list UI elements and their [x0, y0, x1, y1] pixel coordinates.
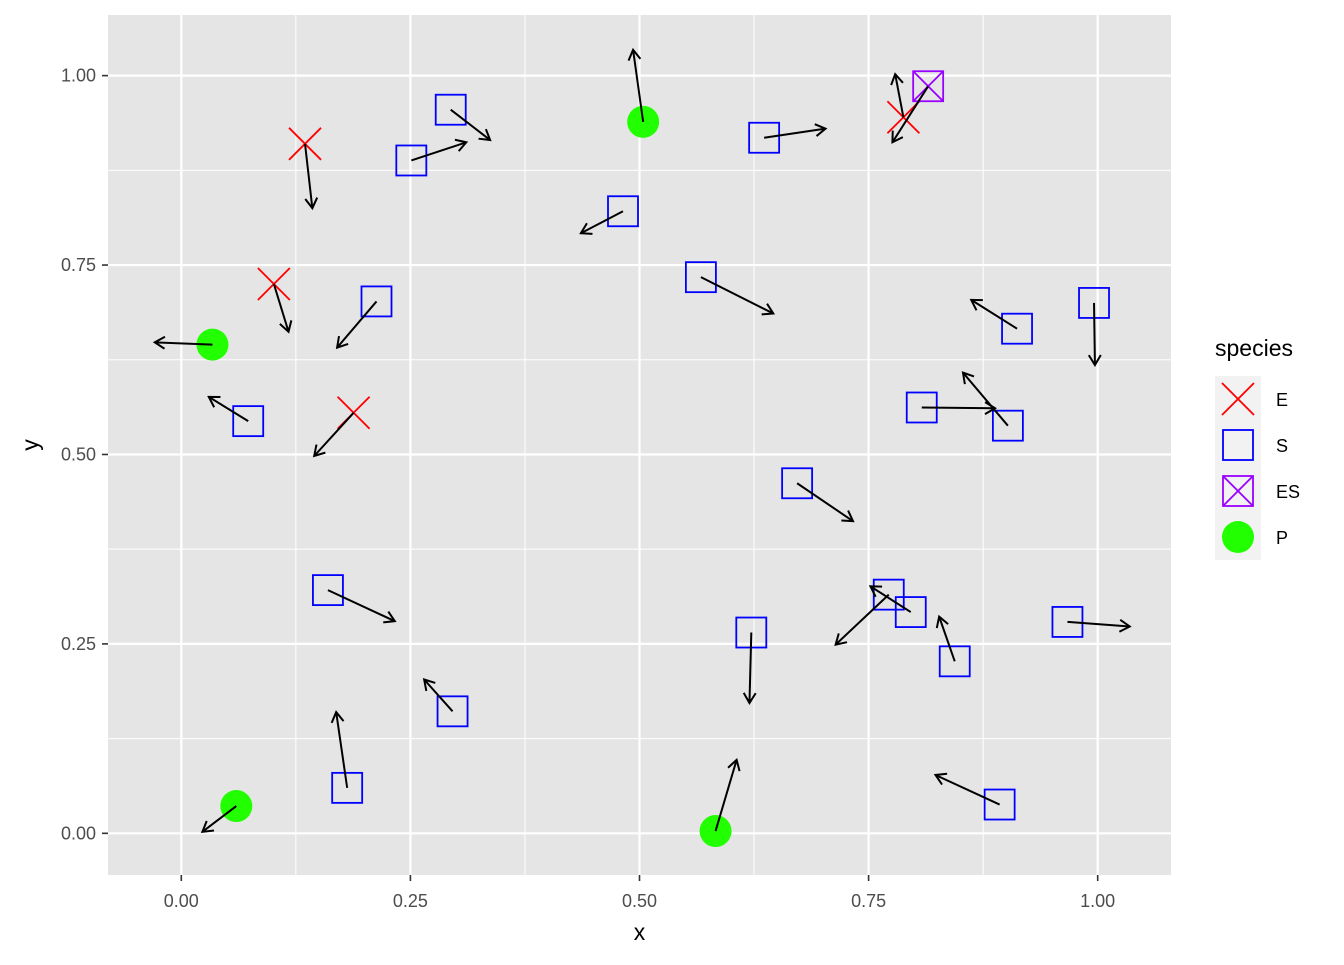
- arrow-segment: [1087, 302, 1102, 368]
- legend-key-P: [1222, 521, 1254, 553]
- arrow-segment: [330, 710, 349, 789]
- arrow-segment: [304, 143, 319, 211]
- point-S: [331, 771, 364, 804]
- point-S: [232, 405, 265, 438]
- arrow-segment: [700, 276, 776, 316]
- point-S: [434, 93, 467, 126]
- arrow-segment: [714, 757, 741, 832]
- arrow-segment: [411, 138, 469, 162]
- point-S: [1001, 312, 1033, 345]
- legend-key-ES-cross: [1222, 475, 1254, 507]
- legend-key-E: [1221, 382, 1255, 416]
- legend-key-background: [1215, 422, 1261, 468]
- arrow-segment: [335, 300, 378, 350]
- x-tick-label: 0.25: [393, 891, 428, 911]
- legend-key-S: [1222, 429, 1254, 461]
- legend-key-ES: [1222, 475, 1254, 507]
- arrow-segment: [891, 85, 930, 144]
- y-tick-label: 0.00: [61, 823, 96, 843]
- legend-label: S: [1276, 436, 1288, 456]
- arrow-segment: [627, 47, 645, 122]
- legend-label: ES: [1276, 482, 1300, 502]
- y-tick-label: 0.25: [61, 634, 96, 654]
- arrow-segment: [152, 335, 213, 350]
- point-S: [894, 596, 927, 628]
- arrow-segments: [152, 47, 1132, 833]
- axes: 0.00 0.25 0.50 0.75 1.00 0.00 0.25 0.50 0.75 1.00: [61, 66, 1115, 911]
- arrow-segment: [450, 108, 492, 142]
- arrow-segment: [796, 482, 855, 523]
- arrow-segment: [742, 632, 757, 705]
- point-S: [684, 261, 717, 294]
- arrow-segment: [272, 283, 293, 334]
- point-S: [312, 574, 344, 607]
- point-S: [607, 195, 639, 228]
- legend-label: P: [1276, 528, 1288, 548]
- point-S: [983, 788, 1016, 821]
- point-S: [781, 467, 814, 500]
- arrow-segment: [422, 678, 454, 713]
- arrow-segment: [763, 123, 828, 139]
- legend-title: species: [1215, 335, 1293, 361]
- point-S: [360, 285, 393, 318]
- x-axis-title: x: [634, 919, 646, 945]
- arrow-segment: [327, 589, 397, 624]
- arrow-segment: [312, 412, 355, 458]
- arrow-segment: [834, 593, 890, 646]
- arrow-segment: [1067, 618, 1132, 633]
- y-tick-label: 0.50: [61, 444, 96, 464]
- y-axis-title: y: [17, 439, 43, 451]
- point-S: [395, 144, 428, 177]
- arrow-segment: [207, 395, 249, 422]
- x-tick-label: 0.00: [164, 891, 199, 911]
- arrow-segment: [890, 72, 905, 118]
- arrow-segment: [868, 585, 912, 613]
- x-tick-label: 0.50: [622, 891, 657, 911]
- arrow-segment: [933, 772, 1001, 806]
- y-tick-label: 1.00: [61, 66, 96, 86]
- legend-label: E: [1276, 390, 1288, 410]
- point-S: [938, 645, 971, 678]
- grid: [108, 15, 1171, 875]
- point-ES: [912, 70, 945, 103]
- arrow-segment: [579, 210, 624, 235]
- x-tick-label: 0.75: [851, 891, 886, 911]
- x-tick-label: 1.00: [1080, 891, 1115, 911]
- point-S: [991, 409, 1024, 442]
- arrow-segment: [935, 614, 956, 662]
- y-tick-label: 0.75: [61, 255, 96, 275]
- arrow-segment: [961, 371, 1009, 427]
- point-S: [1051, 606, 1084, 638]
- arrow-segment: [921, 401, 997, 416]
- arrow-segment: [969, 298, 1018, 330]
- arrow-segment: [200, 805, 237, 833]
- point-S: [436, 695, 469, 728]
- point-S: [748, 121, 781, 154]
